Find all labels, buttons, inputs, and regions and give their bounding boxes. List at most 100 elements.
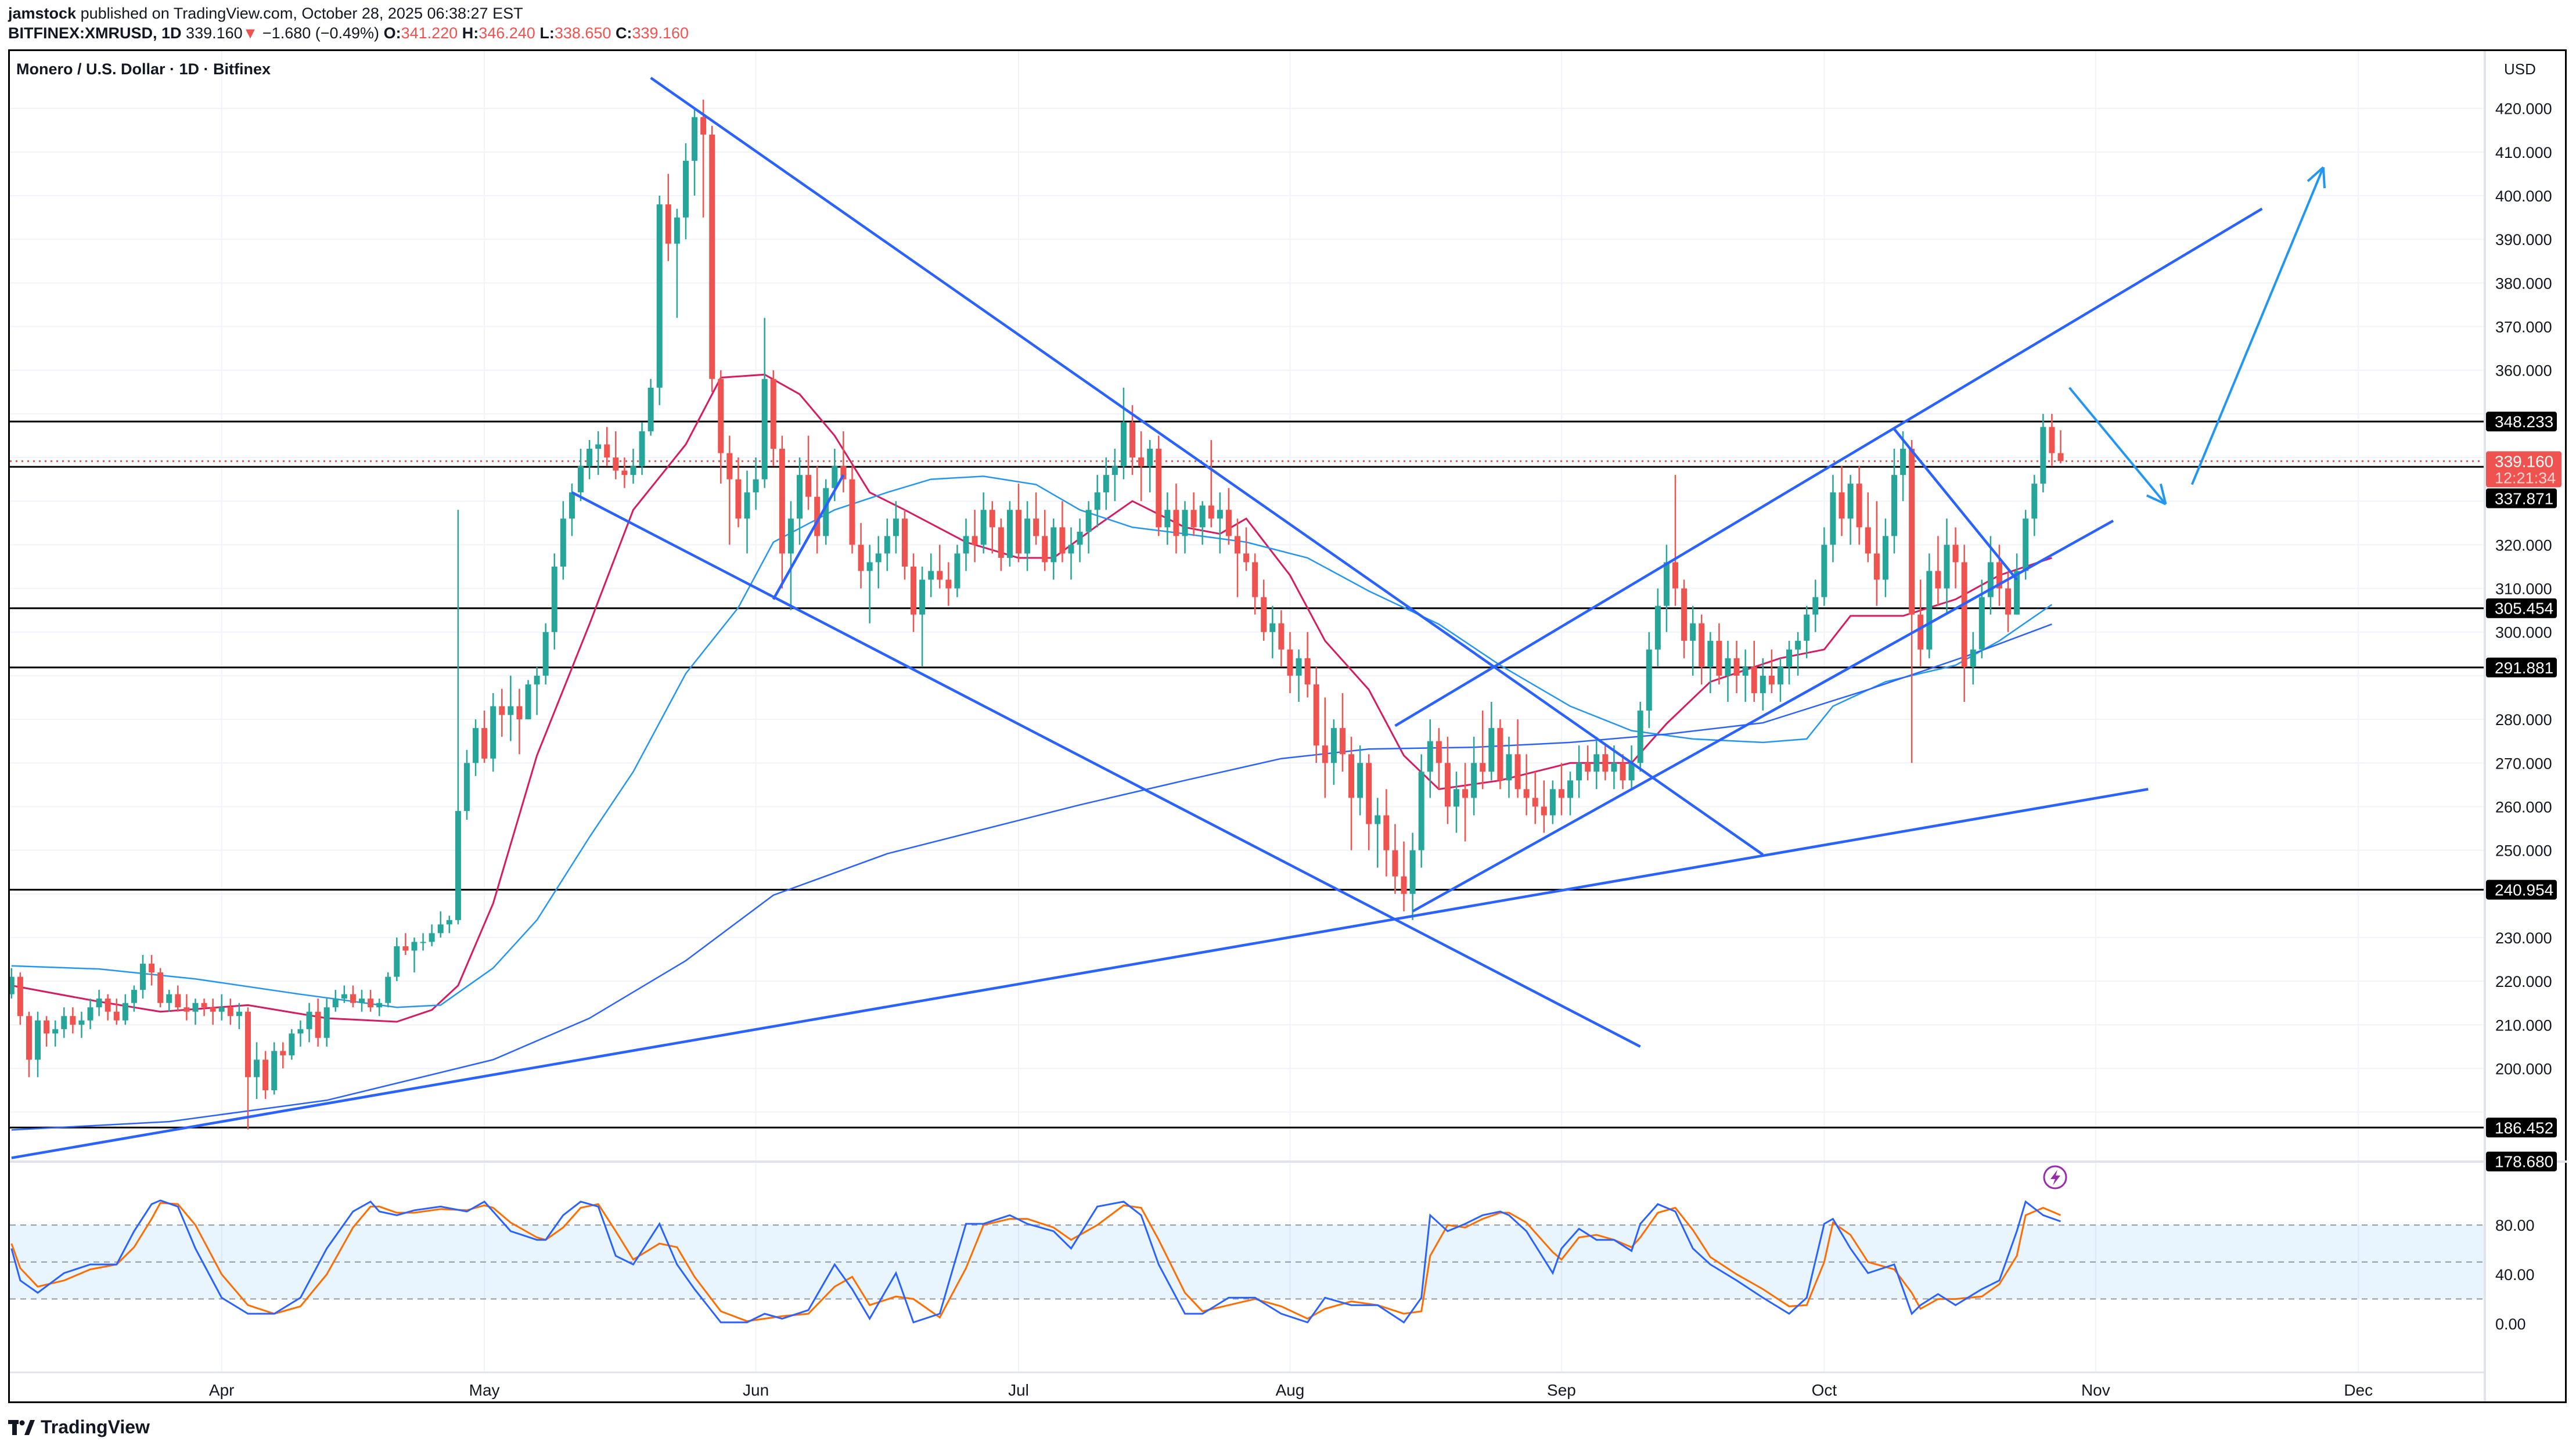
candle-body [682, 160, 689, 218]
candle-body [1454, 789, 1459, 807]
candle-up [744, 470, 750, 554]
candle-body [787, 518, 794, 554]
candle-body [1138, 457, 1145, 467]
time-tick-label: Apr [209, 1381, 235, 1399]
candle-down [849, 466, 855, 554]
candle-body [1699, 623, 1705, 667]
candle-body [376, 1003, 383, 1008]
candle-body [578, 466, 584, 493]
candle-body [1199, 505, 1206, 528]
candle-body [1839, 492, 1845, 519]
candle-body [700, 117, 707, 135]
candle-body [980, 510, 987, 545]
candle-down [840, 431, 847, 493]
candle-down [1156, 435, 1162, 536]
projection-arrow [2068, 387, 2167, 506]
candle-down [998, 518, 1004, 571]
price-labels: 348.233 337.871 305.454 291.881 240.954 186.4… [2486, 412, 2561, 1172]
candle-up [1120, 387, 1127, 480]
price-tick-label: 270.000 [2495, 755, 2552, 772]
candle-down [989, 501, 995, 554]
candle-body [1690, 623, 1696, 641]
grid [10, 51, 2485, 1371]
candle-body [341, 994, 347, 999]
candle-down [2057, 430, 2064, 464]
candle-body [998, 527, 1004, 558]
candle-down [1996, 545, 2002, 606]
candle-body [446, 920, 452, 925]
trendline [650, 77, 1764, 856]
candle-body [1261, 597, 1267, 632]
candle-body [402, 946, 409, 951]
candle-up [569, 484, 575, 536]
candle-down [735, 457, 742, 528]
candle-body [289, 1033, 295, 1055]
candle-down [1620, 754, 1626, 790]
candle-body [963, 536, 969, 554]
candle-body [184, 1007, 190, 1012]
candle-body [884, 536, 890, 554]
stoch-d-line [10, 1202, 2061, 1322]
price-tick-label: 400.000 [2495, 188, 2552, 205]
candle-up [797, 457, 803, 545]
candle-body [385, 976, 391, 1003]
time-tick-label: Oct [1812, 1381, 1837, 1399]
candle-body [1339, 728, 1345, 755]
tradingview-logo-icon [8, 1419, 35, 1435]
candle-down [368, 990, 374, 1012]
candle-body [350, 994, 356, 1003]
time-tick-label: Aug [1276, 1381, 1305, 1399]
stochastic-pane [10, 1199, 2485, 1324]
candle-body [945, 579, 952, 589]
candle-up [1269, 605, 1276, 658]
level-price-label: 186.452 [2486, 1118, 2557, 1138]
candle-body [1952, 545, 1959, 563]
candle-up [2040, 413, 2046, 493]
candle-up [1182, 501, 1188, 554]
stoch-tick-label: 0.00 [2495, 1315, 2526, 1333]
candle-up [919, 566, 926, 667]
candle-body [560, 518, 566, 567]
candle-body [726, 453, 733, 480]
candle-body [1716, 640, 1722, 676]
candle-down [184, 994, 190, 1021]
candle-up [1760, 658, 1766, 711]
candle-up [1418, 754, 1424, 868]
candle-body [52, 1029, 59, 1034]
candle-down [1699, 614, 1705, 684]
price-tick-label: 280.000 [2495, 711, 2552, 729]
candle-up [341, 985, 347, 1003]
candle-up [1296, 649, 1302, 702]
candle-down [1865, 492, 1871, 563]
candle-up [1567, 772, 1574, 816]
trendline [1394, 207, 2263, 727]
author-name[interactable]: jamstock [8, 5, 77, 22]
candle-up [542, 623, 549, 684]
stoch-k-line [10, 1199, 2061, 1324]
price-tick-label: 410.000 [2495, 144, 2552, 161]
currency-label: USD [2504, 60, 2536, 78]
level-label-text: 240.954 [2495, 881, 2553, 899]
candle-down [1523, 754, 1530, 816]
candle-body [1585, 763, 1591, 772]
candle-body [1567, 780, 1574, 798]
candle-down [901, 510, 908, 580]
candle-body [1646, 649, 1652, 711]
candle-down [1585, 745, 1591, 781]
candle-body [1287, 649, 1293, 676]
trendline [11, 788, 2149, 1159]
candle-body [1523, 789, 1530, 798]
candle-body [1637, 711, 1643, 763]
candle-down [113, 999, 120, 1025]
candle-body [937, 571, 943, 580]
candle-up [823, 479, 829, 545]
candle-up [1549, 780, 1556, 824]
close-value: 339.160 [632, 24, 689, 42]
candle-down [499, 689, 505, 737]
candle-down [1751, 640, 1757, 702]
trendlines[interactable] [11, 77, 2326, 1159]
candle-down [1514, 719, 1521, 798]
candle-body [210, 1007, 216, 1012]
